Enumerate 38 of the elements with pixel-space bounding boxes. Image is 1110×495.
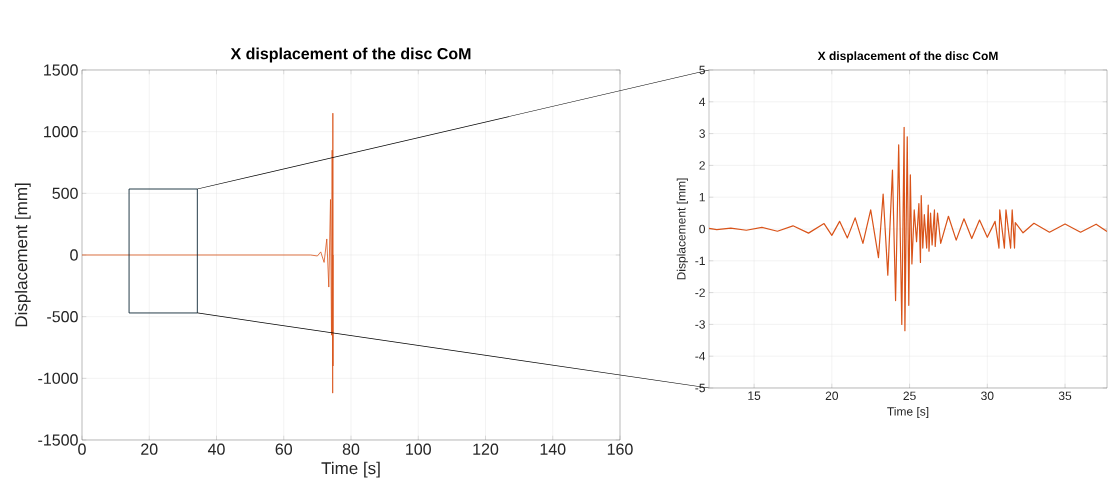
x-tick-label: 40 [207, 443, 225, 455]
y-tick-label: -4 [695, 352, 706, 361]
y-tick-label: -1000 [38, 372, 78, 384]
x-tick-label: 120 [473, 443, 499, 455]
y-tick-label: 4 [699, 97, 706, 106]
y-tick-label: 0 [70, 249, 78, 261]
line-series [709, 126, 1108, 332]
y-tick-label: 3 [699, 129, 705, 138]
x-tick-label: 160 [607, 443, 633, 455]
chart-title: X displacement of the disc CoM [817, 51, 998, 63]
y-tick-label: -2 [695, 288, 705, 297]
y-tick-label: 2 [699, 161, 705, 170]
x-tick-label: 15 [748, 391, 761, 400]
y-tick-label: -500 [47, 311, 78, 323]
x-tick-label: 80 [342, 443, 360, 455]
chart-title: X displacement of the disc CoM [230, 47, 471, 63]
y-tick-label: 500 [52, 187, 78, 199]
x-tick-label: 20 [141, 443, 158, 455]
y-tick-label: -1 [695, 256, 705, 265]
x-axis-title: Time [s] [887, 406, 929, 419]
x-tick-label: 100 [406, 443, 431, 455]
y-tick-label: -5 [695, 383, 705, 393]
x-tick-label: 60 [275, 443, 293, 455]
y-axis-title: Displacement [mm] [14, 183, 31, 327]
x-tick-label: 140 [540, 443, 566, 455]
y-tick-label: -3 [695, 320, 705, 329]
y-tick-label: 1000 [44, 126, 78, 138]
x-tick-label: 0 [78, 443, 86, 455]
x-tick-label: 20 [825, 391, 839, 401]
y-tick-label: 1500 [44, 64, 78, 76]
x-tick-label: 30 [981, 391, 994, 401]
y-axis-title: Displacement [mm] [676, 178, 688, 280]
y-tick-label: -1500 [38, 434, 78, 446]
y-tick-label: 0 [699, 224, 706, 234]
x-axis-title: Time [s] [321, 461, 380, 478]
y-tick-label: 1 [699, 193, 705, 202]
x-tick-label: 25 [903, 391, 916, 401]
x-tick-label: 35 [1058, 391, 1072, 401]
